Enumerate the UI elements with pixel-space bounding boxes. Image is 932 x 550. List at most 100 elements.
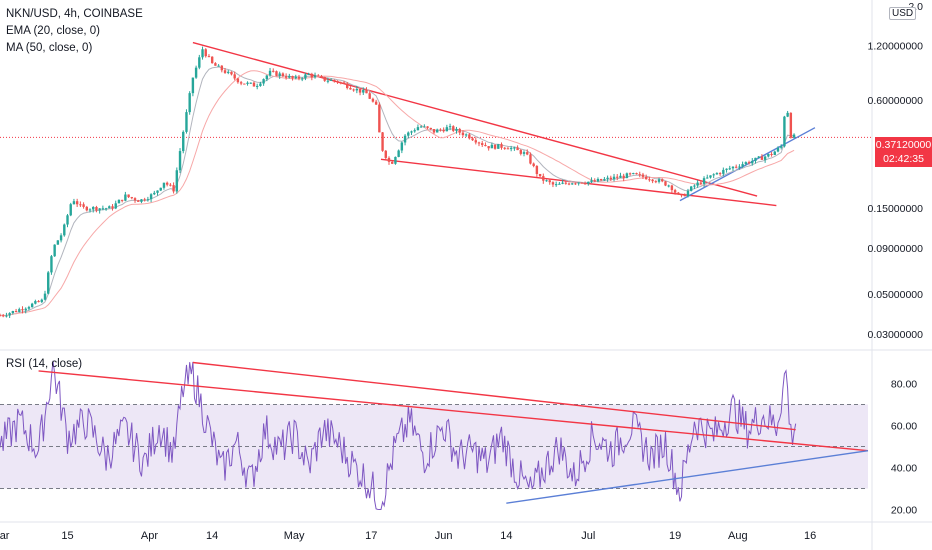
candle-body [464, 134, 468, 136]
candle-body [101, 208, 105, 210]
candle-body [487, 146, 490, 149]
candle-body [262, 79, 265, 84]
candle-body [763, 156, 767, 160]
ema-indicator-label[interactable]: EMA (20, close, 0) [6, 25, 100, 37]
candle-body [207, 56, 211, 58]
rsi-support-trendline [506, 450, 869, 504]
support-trendline [679, 127, 816, 202]
candle-body [210, 56, 214, 64]
candle-body [509, 148, 513, 150]
candle-body [744, 162, 748, 165]
rsi-panel: 80.00 60.00 40.00 20.00 [0, 360, 917, 517]
candle-body [760, 156, 764, 160]
time-tick-label: Mar [0, 530, 10, 542]
candle-body [423, 126, 426, 128]
candle-body [294, 76, 297, 79]
candle-body [18, 309, 21, 312]
candle-body [326, 80, 330, 82]
candle-body [11, 311, 15, 314]
time-tick-label: Jun [435, 530, 453, 542]
candle-body [85, 206, 88, 211]
candle-body [69, 204, 72, 216]
candle-body [59, 235, 63, 241]
price-candles [0, 46, 796, 319]
candle-body [391, 161, 394, 164]
candle-body [693, 185, 696, 187]
candle-body [182, 131, 185, 152]
candle-body [329, 79, 333, 81]
candle-body [616, 176, 619, 178]
candle-body [300, 78, 304, 80]
candle-body [133, 198, 137, 201]
candle-body [272, 70, 275, 72]
candle-body [82, 204, 85, 207]
candle-body [204, 49, 207, 57]
time-tick-label: 19 [669, 530, 681, 542]
candle-body [535, 166, 539, 174]
candle-body [532, 163, 535, 167]
candle-body [513, 147, 516, 149]
candle-body [95, 206, 98, 211]
candle-body [21, 309, 24, 311]
candle-body [461, 132, 465, 136]
candle-body [156, 190, 159, 193]
candle-body [503, 147, 506, 149]
candle-body [72, 201, 76, 205]
candle-body [603, 179, 606, 181]
candle-body [259, 83, 262, 86]
candle-body [297, 76, 301, 79]
candle-body [108, 206, 111, 209]
time-tick-label: 14 [500, 530, 512, 542]
candle-body [368, 93, 371, 99]
candle-body [747, 162, 751, 164]
candle-body [596, 179, 600, 182]
candle-body [455, 129, 458, 131]
candle-body [355, 88, 359, 91]
candle-body [162, 182, 166, 188]
candle-body [34, 301, 37, 304]
rsi-tick-label: 40.00 [891, 463, 917, 475]
candle-body [342, 82, 346, 84]
candle-body [56, 240, 60, 245]
candle-body [400, 142, 404, 151]
candle-body [24, 308, 27, 311]
candle-body [317, 75, 320, 77]
time-tick-label: 17 [365, 530, 377, 542]
candle-body [288, 76, 291, 78]
candle-body [551, 182, 555, 185]
candle-body [47, 272, 50, 294]
candle-body [696, 182, 699, 186]
candle-body [538, 173, 542, 177]
candle-body [79, 204, 82, 206]
candle-body [284, 76, 288, 78]
ma-series [0, 70, 795, 316]
candle-body [542, 176, 545, 181]
candle-body [265, 75, 269, 80]
candle-body [165, 182, 169, 185]
ma-indicator-label[interactable]: MA (50, close, 0) [6, 42, 93, 54]
candle-body [117, 199, 121, 204]
candle-body [722, 169, 725, 174]
symbol-title[interactable]: NKN/USD, 4h, COINBASE [6, 8, 143, 20]
rsi-indicator-label[interactable]: RSI (14, close) [6, 358, 83, 370]
candle-body [651, 179, 654, 182]
candle-body [654, 181, 658, 183]
candle-body [458, 129, 461, 133]
candle-body [767, 153, 770, 157]
candle-body [384, 150, 387, 158]
candle-body [599, 179, 603, 181]
candle-body [220, 65, 224, 71]
candle-body [577, 182, 580, 184]
candle-body [146, 199, 150, 201]
candle-body [426, 126, 429, 128]
candle-body [124, 194, 127, 201]
currency-badge[interactable]: USD [889, 7, 917, 20]
candle-body [757, 156, 760, 158]
candle-body [120, 199, 124, 201]
candle-body [439, 129, 442, 131]
rsi-upper-2-trendline [192, 361, 796, 431]
candle-body [715, 173, 719, 175]
candle-body [673, 190, 677, 193]
candle-body [580, 182, 584, 184]
